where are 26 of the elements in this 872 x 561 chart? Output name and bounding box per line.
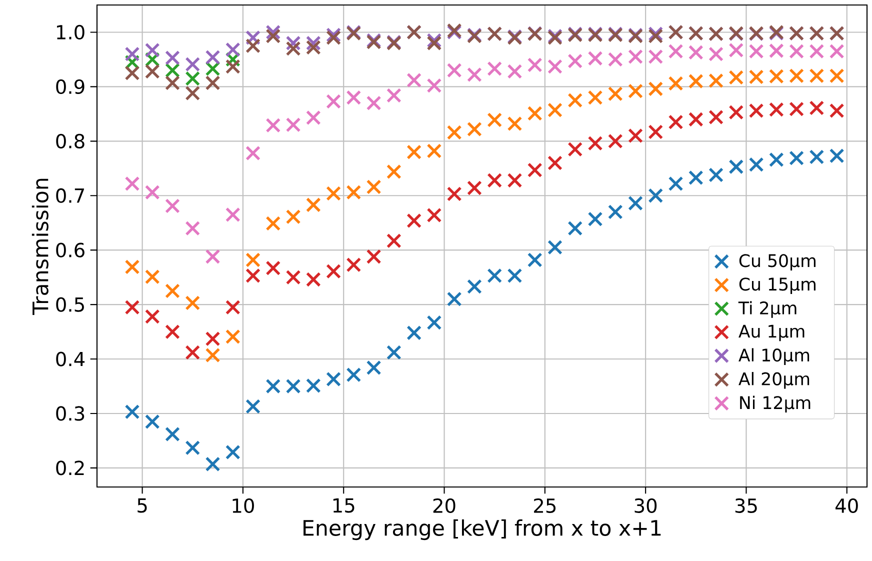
y-tick-label: 0.6 (56, 242, 84, 258)
x-tick-label: 10 (232, 498, 254, 513)
y-tick-label: 0.3 (56, 406, 84, 421)
legend-label: Ni 12µm (740, 396, 810, 413)
legend-label: Al 10µm (738, 348, 810, 365)
y-tick-label: 1.0 (57, 24, 84, 40)
legend-label: Cu 15µm (739, 278, 816, 294)
y-tick-label: 0.9 (56, 79, 84, 94)
x-tick-label: 35 (735, 498, 757, 513)
y-tick-label: 0.7 (56, 188, 84, 203)
legend-label: Au 1µm (738, 324, 804, 342)
x-tick-label: 25 (534, 498, 556, 513)
y-tick-label: 0.5 (56, 297, 84, 312)
y-axis-title: Transmission (32, 178, 48, 315)
legend-label: Cu 50µm (739, 254, 816, 271)
x-tick-label: 30 (634, 498, 657, 513)
x-tick-label: 20 (433, 498, 456, 513)
x-tick-label: 40 (836, 498, 858, 513)
y-tick-label: 0.8 (56, 134, 84, 148)
y-tick-label: 0.4 (56, 352, 85, 366)
x-tick-label: 15 (333, 498, 354, 513)
legend-label: Al 20µm (738, 372, 810, 389)
y-tick-label: 0.2 (56, 460, 84, 476)
x-tick-label: 5 (138, 498, 147, 513)
legend-label: Ti 2µm (738, 301, 796, 318)
x-axis-title: Energy range [keV] from x to x+1 (304, 519, 661, 540)
